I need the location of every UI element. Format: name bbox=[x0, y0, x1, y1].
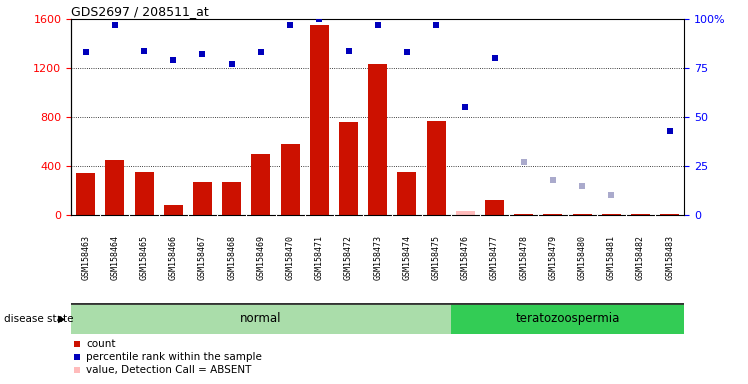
Text: GSM158470: GSM158470 bbox=[286, 235, 295, 280]
Text: teratozoospermia: teratozoospermia bbox=[515, 312, 620, 325]
Text: GSM158469: GSM158469 bbox=[257, 235, 266, 280]
Bar bbox=[368, 65, 387, 215]
Bar bbox=[135, 172, 153, 215]
Text: GSM158463: GSM158463 bbox=[82, 235, 91, 280]
Text: normal: normal bbox=[240, 312, 282, 325]
Bar bbox=[339, 122, 358, 215]
Bar bbox=[544, 214, 562, 215]
Bar bbox=[631, 214, 650, 215]
Text: GSM158465: GSM158465 bbox=[140, 235, 149, 280]
Text: GSM158473: GSM158473 bbox=[373, 235, 382, 280]
Bar bbox=[451, 303, 684, 334]
Text: GSM158477: GSM158477 bbox=[490, 235, 499, 280]
Text: GSM158466: GSM158466 bbox=[169, 235, 178, 280]
Bar bbox=[222, 182, 241, 215]
Text: ▶: ▶ bbox=[58, 314, 65, 324]
Bar bbox=[251, 154, 271, 215]
Text: GSM158479: GSM158479 bbox=[548, 235, 557, 280]
Bar bbox=[280, 144, 300, 215]
Bar bbox=[515, 214, 533, 215]
Bar bbox=[573, 214, 592, 215]
Text: GSM158476: GSM158476 bbox=[461, 235, 470, 280]
Text: GSM158464: GSM158464 bbox=[111, 235, 120, 280]
Text: GSM158468: GSM158468 bbox=[227, 235, 236, 280]
Bar bbox=[193, 182, 212, 215]
Bar bbox=[660, 214, 679, 215]
Text: disease state: disease state bbox=[4, 314, 73, 324]
Text: GSM158478: GSM158478 bbox=[519, 235, 528, 280]
Bar bbox=[164, 205, 183, 215]
Bar bbox=[76, 174, 95, 215]
Bar bbox=[105, 160, 124, 215]
Text: GSM158474: GSM158474 bbox=[402, 235, 411, 280]
Bar bbox=[602, 214, 621, 215]
Text: GSM158481: GSM158481 bbox=[607, 235, 616, 280]
Text: GDS2697 / 208511_at: GDS2697 / 208511_at bbox=[71, 5, 209, 18]
Text: GSM158467: GSM158467 bbox=[198, 235, 207, 280]
Bar bbox=[485, 200, 504, 215]
Bar bbox=[426, 121, 446, 215]
Text: GSM158483: GSM158483 bbox=[665, 235, 674, 280]
Text: value, Detection Call = ABSENT: value, Detection Call = ABSENT bbox=[87, 364, 252, 375]
Bar bbox=[310, 25, 329, 215]
Text: GSM158482: GSM158482 bbox=[636, 235, 645, 280]
Bar bbox=[71, 303, 451, 334]
Text: percentile rank within the sample: percentile rank within the sample bbox=[87, 352, 263, 362]
Text: GSM158472: GSM158472 bbox=[344, 235, 353, 280]
Bar bbox=[397, 172, 417, 215]
Text: GSM158480: GSM158480 bbox=[577, 235, 586, 280]
Text: GSM158471: GSM158471 bbox=[315, 235, 324, 280]
Text: count: count bbox=[87, 339, 116, 349]
Text: GSM158475: GSM158475 bbox=[432, 235, 441, 280]
Bar bbox=[456, 211, 475, 215]
